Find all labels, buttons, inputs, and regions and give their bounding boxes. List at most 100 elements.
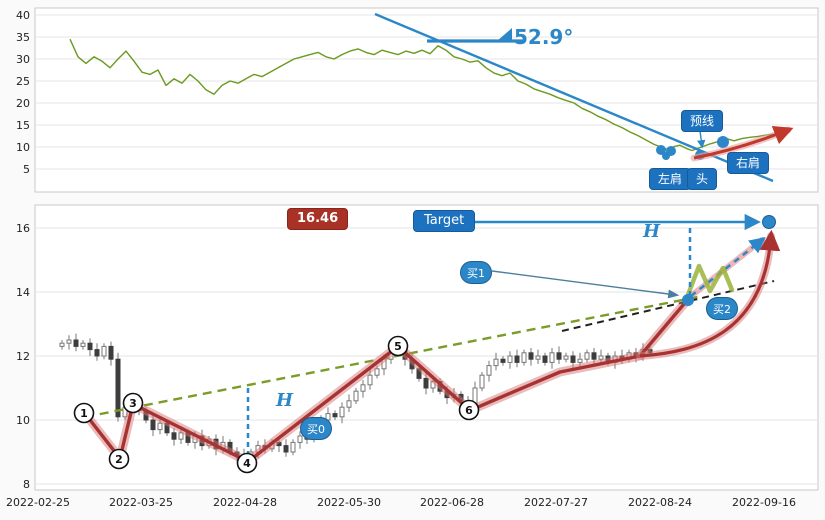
candle-body: [535, 355, 541, 360]
candle-body: [563, 355, 569, 360]
candle-body: [73, 339, 79, 347]
pivot-number-label: 4: [243, 457, 251, 470]
target-point: [762, 215, 776, 229]
candle-body: [66, 339, 72, 344]
buy1-marker: 买1: [460, 261, 492, 284]
head-badge: 头: [687, 168, 718, 190]
main-panel-y-tick-label: 12: [16, 350, 30, 363]
pivot-number-label: 6: [465, 404, 473, 417]
left-shoulder-badge: 左肩: [649, 168, 692, 190]
pattern-dot: [656, 145, 666, 155]
price-value-badge: 16.46: [287, 208, 349, 230]
candle-body: [570, 355, 576, 363]
candle-body: [80, 342, 86, 347]
pivot-circle: [458, 399, 480, 421]
main-panel-y-tick-label: 14: [16, 286, 30, 299]
candle-body: [150, 419, 156, 431]
candle-body: [94, 349, 100, 357]
candle-body: [521, 352, 527, 363]
prediction-pointer-arrow: [697, 130, 706, 149]
candle-body: [479, 374, 485, 389]
x-tick-label: 2022-07-27: [524, 496, 588, 509]
candle-body: [577, 358, 583, 363]
candle-body: [157, 422, 163, 431]
candle-body: [374, 368, 380, 376]
pivot-circle: [236, 452, 258, 474]
candle-body: [171, 432, 177, 440]
candle-body: [507, 355, 513, 363]
candle-body: [101, 345, 107, 357]
target-badge: Target: [413, 210, 476, 232]
x-axis: 2022-02-25 2022-03-25 2022-04-28 2022-05-30…: [0, 496, 825, 512]
top-panel-y-tick-label: 20: [16, 97, 30, 110]
candle-body: [556, 352, 562, 360]
pivot-circle: [108, 448, 130, 470]
pivot-number-label: 1: [80, 407, 88, 420]
x-tick-label: 2022-03-25: [109, 496, 173, 509]
candle-body: [493, 358, 499, 367]
x-tick-label: 2022-08-24: [628, 496, 692, 509]
candle-body: [290, 441, 296, 453]
pivot-circle: [387, 335, 409, 357]
candle-body: [360, 384, 366, 392]
candle-body: [500, 358, 506, 363]
pivot-circle: [122, 392, 144, 414]
height-label-1: H: [276, 390, 294, 411]
candle-body: [353, 390, 359, 402]
breakout-arrow: [693, 125, 794, 160]
candle-body: [339, 406, 345, 418]
pattern-dot: [717, 136, 729, 148]
pattern-dot: [662, 152, 670, 160]
candle-body: [87, 342, 93, 351]
candle-body: [591, 352, 597, 360]
top-panel-y-tick-label: 30: [16, 53, 30, 66]
top-panel-background: [34, 7, 819, 193]
candle-body: [332, 413, 338, 418]
x-tick-label: 2022-04-28: [213, 496, 277, 509]
price-line: [69, 38, 783, 152]
buy0-marker: 买0: [300, 417, 332, 440]
expected-pullback-zigzag: [683, 263, 735, 303]
pivot-number-label: 2: [115, 453, 123, 466]
candle-body: [584, 352, 590, 360]
pivot-number-label: 3: [129, 397, 137, 410]
pivot-number-label: 5: [394, 340, 402, 353]
top-panel-y-tick-label: 15: [16, 119, 30, 132]
candle-body: [542, 355, 548, 363]
projection-curve-arrow: [639, 229, 781, 358]
top-panel-y-tick-label: 40: [16, 9, 30, 22]
candle-body: [528, 352, 534, 360]
buy-path-arrow: [690, 236, 766, 297]
candle-body: [514, 355, 520, 363]
x-tick-label: 2022-02-25: [6, 496, 70, 509]
main-panel-y-tick-label: 10: [16, 414, 30, 427]
candle-body: [423, 377, 429, 389]
height-label-2: H: [643, 221, 661, 242]
angle-wedge-icon: [497, 28, 512, 41]
main-panel-y-tick-label: 16: [16, 222, 30, 235]
x-tick-label: 2022-05-30: [317, 496, 381, 509]
candle-body: [283, 445, 289, 453]
x-tick-label: 2022-09-16: [732, 496, 796, 509]
top-panel-y-tick-label: 5: [23, 163, 30, 176]
prediction-line-badge: 预线: [681, 110, 724, 132]
main-panel-y-tick-label: 8: [23, 478, 30, 491]
right-shoulder-badge: 右肩: [727, 152, 770, 174]
pivot-circle: [73, 402, 95, 424]
top-panel-y-tick-label: 10: [16, 141, 30, 154]
candle-body: [115, 358, 121, 418]
candle-body: [598, 355, 604, 360]
candle-body: [486, 365, 492, 376]
candle-body: [549, 352, 555, 363]
buy1-pointer-arrow: [491, 270, 680, 299]
candle-body: [59, 342, 65, 347]
candle-body: [297, 435, 303, 443]
black-dashed-neckline: [561, 280, 775, 332]
candle-body: [367, 374, 373, 386]
candle-body: [108, 345, 114, 360]
x-tick-label: 2022-06-28: [420, 496, 484, 509]
angle-value-label: 52.9°: [514, 25, 573, 49]
buy1-point: [682, 294, 694, 306]
